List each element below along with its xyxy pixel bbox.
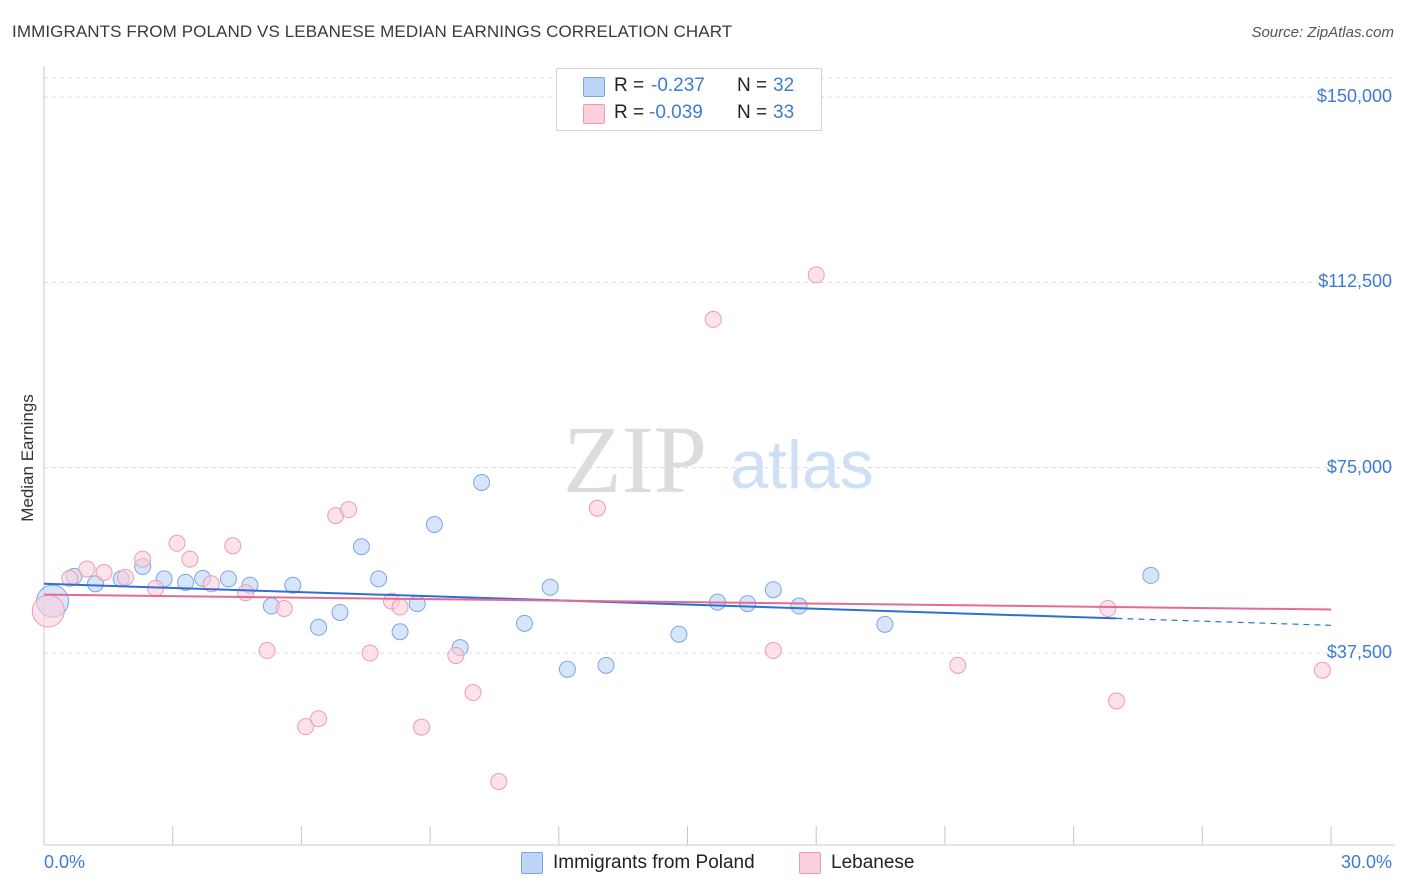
- legend-swatch-lebanese: [799, 852, 821, 874]
- point-lebanese: [764, 642, 782, 660]
- point-lebanese: [310, 710, 328, 728]
- gridlines: [44, 77, 1395, 654]
- point-lebanese: [1313, 661, 1331, 679]
- stats-box: R = -0.237 N = 32 R = -0.039 N = 33: [556, 68, 822, 131]
- point-lebanese: [224, 537, 242, 555]
- point-poland: [86, 575, 104, 593]
- watermark-zip: ZIP: [563, 406, 707, 513]
- point-poland: [790, 597, 808, 615]
- stats-n-value-poland: 32: [773, 75, 795, 96]
- point-poland: [876, 615, 894, 633]
- source-credit: Source: ZipAtlas.com: [1251, 24, 1394, 41]
- legend-label-lebanese: Lebanese: [831, 852, 915, 873]
- point-lebanese: [258, 642, 276, 660]
- point-lebanese: [237, 584, 255, 602]
- point-poland: [515, 614, 533, 632]
- point-lebanese: [61, 569, 79, 587]
- x-tick-max: 30.0%: [1340, 852, 1392, 872]
- axes: [43, 66, 1395, 846]
- legend-swatch-poland: [521, 852, 543, 874]
- point-lebanese: [275, 600, 293, 618]
- point-poland: [331, 603, 349, 621]
- y-tick-label: $75,000: [1326, 456, 1392, 477]
- point-lebanese: [447, 646, 465, 664]
- point-lebanese: [807, 266, 825, 284]
- point-lebanese: [31, 594, 65, 628]
- watermark-atlas: atlas: [730, 427, 874, 503]
- point-poland: [597, 656, 615, 674]
- stats-swatch-poland: [583, 77, 605, 97]
- stats-swatch-lebanese: [583, 104, 605, 124]
- point-poland: [670, 625, 688, 643]
- point-lebanese: [704, 310, 722, 328]
- series-lebanese-points: [31, 266, 1331, 790]
- trend-lines: [43, 582, 1332, 626]
- point-lebanese: [391, 598, 409, 616]
- trend-line-lebanese: [43, 593, 1332, 611]
- stats-r-label: R =: [614, 75, 645, 96]
- point-poland: [558, 660, 576, 678]
- point-lebanese: [588, 499, 606, 517]
- point-lebanese: [361, 644, 379, 662]
- point-lebanese: [202, 575, 220, 593]
- point-poland: [370, 570, 388, 588]
- watermark: ZIP atlas: [563, 406, 874, 513]
- point-poland: [352, 538, 370, 556]
- y-tick-label: $112,500: [1318, 271, 1392, 292]
- point-lebanese: [168, 534, 186, 552]
- point-poland: [177, 573, 195, 591]
- legend-label-poland: Immigrants from Poland: [553, 852, 755, 873]
- point-poland: [425, 516, 443, 534]
- point-poland: [473, 473, 491, 491]
- point-poland: [1142, 566, 1160, 584]
- point-poland: [219, 570, 237, 588]
- point-poland: [391, 623, 409, 641]
- point-lebanese: [1108, 692, 1125, 710]
- x-tick-min: 0.0%: [44, 852, 86, 872]
- point-lebanese: [490, 772, 508, 790]
- point-lebanese: [464, 684, 482, 702]
- stats-r-value-poland: -0.237: [651, 75, 705, 96]
- point-lebanese: [340, 501, 358, 519]
- stats-r-label: R =: [614, 102, 645, 123]
- stats-n-label: N =: [737, 75, 768, 96]
- point-poland: [764, 581, 782, 599]
- legend-item-poland: Immigrants from Poland: [521, 852, 755, 874]
- point-lebanese: [134, 550, 152, 568]
- point-lebanese: [117, 568, 135, 586]
- point-poland: [541, 578, 559, 596]
- legend-item-lebanese: Lebanese: [799, 852, 914, 874]
- point-lebanese: [78, 560, 96, 578]
- point-lebanese: [949, 656, 967, 674]
- chart-title: IMMIGRANTS FROM POLAND VS LEBANESE MEDIA…: [12, 22, 733, 41]
- y-tick-label: $37,500: [1326, 642, 1392, 662]
- point-lebanese: [297, 718, 315, 736]
- stats-n-label: N =: [737, 102, 768, 123]
- trend-line-poland-extension: [1116, 617, 1332, 626]
- stats-n-value-lebanese: 33: [773, 102, 795, 123]
- point-lebanese: [181, 550, 199, 568]
- point-poland: [284, 576, 302, 594]
- point-lebanese: [413, 718, 431, 736]
- point-poland: [310, 618, 328, 636]
- stats-r-value-lebanese: -0.039: [649, 102, 703, 123]
- point-lebanese: [1099, 600, 1117, 618]
- y-tick-label: $150,000: [1316, 86, 1392, 106]
- point-lebanese: [95, 563, 113, 581]
